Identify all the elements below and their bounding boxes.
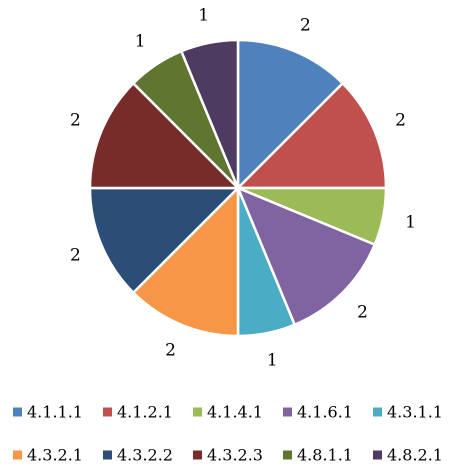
legend-label-4.1.1.1: 4.1.1.1 bbox=[27, 403, 83, 422]
legend-swatch-4.1.4.1 bbox=[193, 407, 202, 417]
pie-slices bbox=[88, 38, 388, 338]
legend-item-4.1.6.1: 4.1.6.1 bbox=[283, 403, 353, 422]
pie-slice-4.3.2.2 bbox=[88, 186, 240, 294]
pie-slice-4.3.2.1 bbox=[132, 186, 240, 338]
pie-slice-4.3.2.3 bbox=[88, 82, 240, 190]
legend-swatch-4.3.1.1 bbox=[373, 407, 382, 417]
legend-swatch-4.1.1.1 bbox=[13, 407, 22, 417]
data-label-4.8.1.1: 1 bbox=[135, 32, 146, 52]
legend-swatch-4.8.2.1 bbox=[373, 450, 382, 460]
legend-item-4.3.1.1: 4.3.1.1 bbox=[373, 403, 443, 422]
data-label-4.3.2.2: 2 bbox=[70, 245, 81, 265]
legend-swatch-4.3.2.1 bbox=[13, 450, 22, 460]
legend-swatch-4.3.2.3 bbox=[193, 450, 202, 460]
data-label-4.1.6.1: 2 bbox=[357, 303, 368, 323]
legend-label-4.3.2.2: 4.3.2.2 bbox=[117, 446, 173, 465]
legend-swatch-4.1.2.1 bbox=[103, 407, 112, 417]
pie-slice-4.1.1.1 bbox=[236, 38, 344, 190]
legend-label-4.3.2.1: 4.3.2.1 bbox=[27, 446, 83, 465]
legend-item-4.8.1.1: 4.8.1.1 bbox=[283, 446, 353, 465]
legend-item-4.1.2.1: 4.1.2.1 bbox=[103, 403, 173, 422]
legend-swatch-4.1.6.1 bbox=[283, 407, 292, 417]
data-label-4.3.2.3: 2 bbox=[70, 111, 81, 131]
legend-label-4.1.6.1: 4.1.6.1 bbox=[297, 403, 353, 422]
legend-label-4.3.1.1: 4.3.1.1 bbox=[387, 403, 443, 422]
legend-label-4.3.2.3: 4.3.2.3 bbox=[207, 446, 263, 465]
legend-item-4.3.2.1: 4.3.2.1 bbox=[13, 446, 83, 465]
data-label-4.8.2.1: 1 bbox=[198, 5, 209, 25]
legend-label-4.8.1.1: 4.8.1.1 bbox=[297, 446, 353, 465]
data-label-4.3.2.1: 2 bbox=[165, 341, 176, 361]
legend-item-4.3.2.2: 4.3.2.2 bbox=[103, 446, 173, 465]
legend-item-4.8.2.1: 4.8.2.1 bbox=[373, 446, 443, 465]
legend-label-4.1.4.1: 4.1.4.1 bbox=[207, 403, 263, 422]
data-label-4.1.4.1: 1 bbox=[405, 212, 416, 232]
data-label-4.3.1.1: 1 bbox=[267, 351, 278, 371]
data-label-4.1.2.1: 2 bbox=[395, 111, 406, 131]
data-label-4.1.1.1: 2 bbox=[300, 15, 311, 35]
legend: 4.1.1.1 4.1.2.1 4.1.4.1 4.1.6.1 4.3.1.1 4.3.2… bbox=[13, 403, 443, 465]
legend-item-4.1.4.1: 4.1.4.1 bbox=[193, 403, 263, 422]
pie-slice-4.8.2.1 bbox=[180, 38, 240, 190]
pie-slice-4.1.6.1 bbox=[236, 186, 376, 326]
legend-label-4.8.2.1: 4.8.2.1 bbox=[387, 446, 443, 465]
legend-label-4.1.2.1: 4.1.2.1 bbox=[117, 403, 173, 422]
legend-swatch-4.8.1.1 bbox=[283, 450, 292, 460]
pie-slice-4.1.2.1 bbox=[236, 82, 388, 190]
legend-item-4.3.2.3: 4.3.2.3 bbox=[193, 446, 263, 465]
data-labels: 2 2 1 2 1 2 2 2 1 1 bbox=[70, 5, 416, 370]
legend-item-4.1.1.1: 4.1.1.1 bbox=[13, 403, 83, 422]
legend-swatch-4.3.2.2 bbox=[103, 450, 112, 460]
